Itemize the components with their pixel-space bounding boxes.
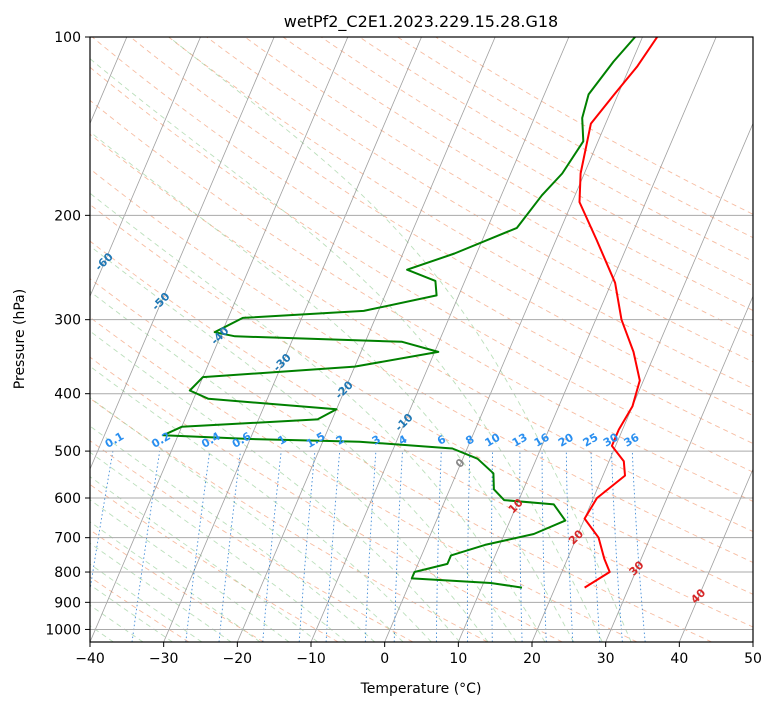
dry-adiabat bbox=[320, 37, 753, 287]
sounding-trace bbox=[162, 37, 636, 589]
isotherm-line bbox=[310, 37, 570, 642]
moist-adiabat bbox=[90, 290, 489, 642]
y-tick-label: 700 bbox=[54, 531, 81, 547]
x-tick-label: 40 bbox=[670, 651, 688, 667]
isotherm-line bbox=[678, 468, 753, 642]
dry-adiabat bbox=[282, 37, 753, 311]
mixing-ratio-line bbox=[631, 451, 646, 642]
x-axis-label: Temperature (°C) bbox=[360, 681, 482, 697]
moist-adiabat bbox=[90, 131, 574, 642]
isotherm-line bbox=[531, 122, 753, 642]
x-tick-label: −30 bbox=[149, 651, 179, 667]
pressure-grid bbox=[90, 37, 753, 630]
plot-area bbox=[90, 37, 753, 642]
mixing-ratio-line bbox=[218, 451, 241, 642]
moist-adiabat bbox=[90, 192, 546, 642]
background-lines bbox=[90, 37, 753, 642]
dry-adiabat bbox=[168, 37, 753, 389]
y-tick-label: 900 bbox=[54, 595, 81, 611]
mixing-ratio-line bbox=[298, 451, 316, 642]
dry-adiabat bbox=[206, 37, 753, 363]
moist-adiabat bbox=[90, 563, 203, 642]
mixing-ratio-line bbox=[131, 451, 161, 642]
x-tick-label: 0 bbox=[380, 651, 389, 667]
y-tick-label: 400 bbox=[54, 387, 81, 403]
dry-adiabat bbox=[90, 483, 339, 642]
x-tick-label: −20 bbox=[223, 651, 253, 667]
dry-adiabat bbox=[90, 133, 753, 533]
y-tick-label: 100 bbox=[54, 30, 81, 46]
dry-adiabat bbox=[435, 37, 753, 215]
dry-adiabat bbox=[92, 37, 753, 444]
y-tick-label: 200 bbox=[54, 208, 81, 224]
mixing-ratio-line bbox=[262, 451, 282, 642]
isotherm-line bbox=[384, 37, 643, 642]
moist-adiabat bbox=[90, 245, 517, 642]
isotherm-line bbox=[90, 37, 349, 642]
x-tick-label: −10 bbox=[296, 651, 326, 667]
series-layer bbox=[162, 37, 659, 589]
isotherm-line bbox=[605, 295, 753, 642]
mixing-ratio-line bbox=[185, 451, 211, 642]
dry-adiabat bbox=[90, 240, 753, 628]
moist-adiabat bbox=[90, 425, 376, 642]
x-tick-label: 50 bbox=[744, 651, 762, 667]
isotherm-line bbox=[236, 37, 496, 642]
x-tick-label: 30 bbox=[597, 651, 615, 667]
isotherm-line bbox=[90, 37, 275, 471]
moist-adiabat bbox=[90, 330, 461, 642]
x-axis: −40 −30 −20 −10 0 10 20 30 40 50 bbox=[75, 642, 762, 667]
dry-adiabat bbox=[90, 66, 753, 473]
y-axis: 100 200 300 400 500 600 700 800 900 1000 bbox=[45, 30, 90, 638]
plot-frame bbox=[89, 36, 754, 643]
x-tick-label: −40 bbox=[75, 651, 105, 667]
y-tick-label: 800 bbox=[54, 565, 81, 581]
x-tick-label: 10 bbox=[449, 651, 467, 667]
dry-adiabat bbox=[130, 37, 753, 417]
chart-title: wetPf2_C2E1.2023.229.15.28.G18 bbox=[284, 12, 558, 32]
isotherm-line bbox=[90, 37, 201, 298]
y-tick-label: 600 bbox=[54, 491, 81, 507]
moist-adiabat bbox=[90, 604, 144, 642]
isotherm-line bbox=[163, 37, 422, 642]
sounding-trace bbox=[578, 37, 659, 589]
dry-adiabat bbox=[90, 278, 712, 642]
y-tick-label: 500 bbox=[54, 444, 81, 460]
y-axis-label: Pressure (hPa) bbox=[12, 289, 28, 389]
dry-adiabat bbox=[90, 440, 414, 642]
x-tick-label: 20 bbox=[523, 651, 541, 667]
y-tick-label: 300 bbox=[54, 313, 81, 329]
moist-adiabat bbox=[90, 58, 603, 642]
moist-adiabat bbox=[90, 365, 432, 642]
y-tick-label: 1000 bbox=[45, 622, 81, 638]
